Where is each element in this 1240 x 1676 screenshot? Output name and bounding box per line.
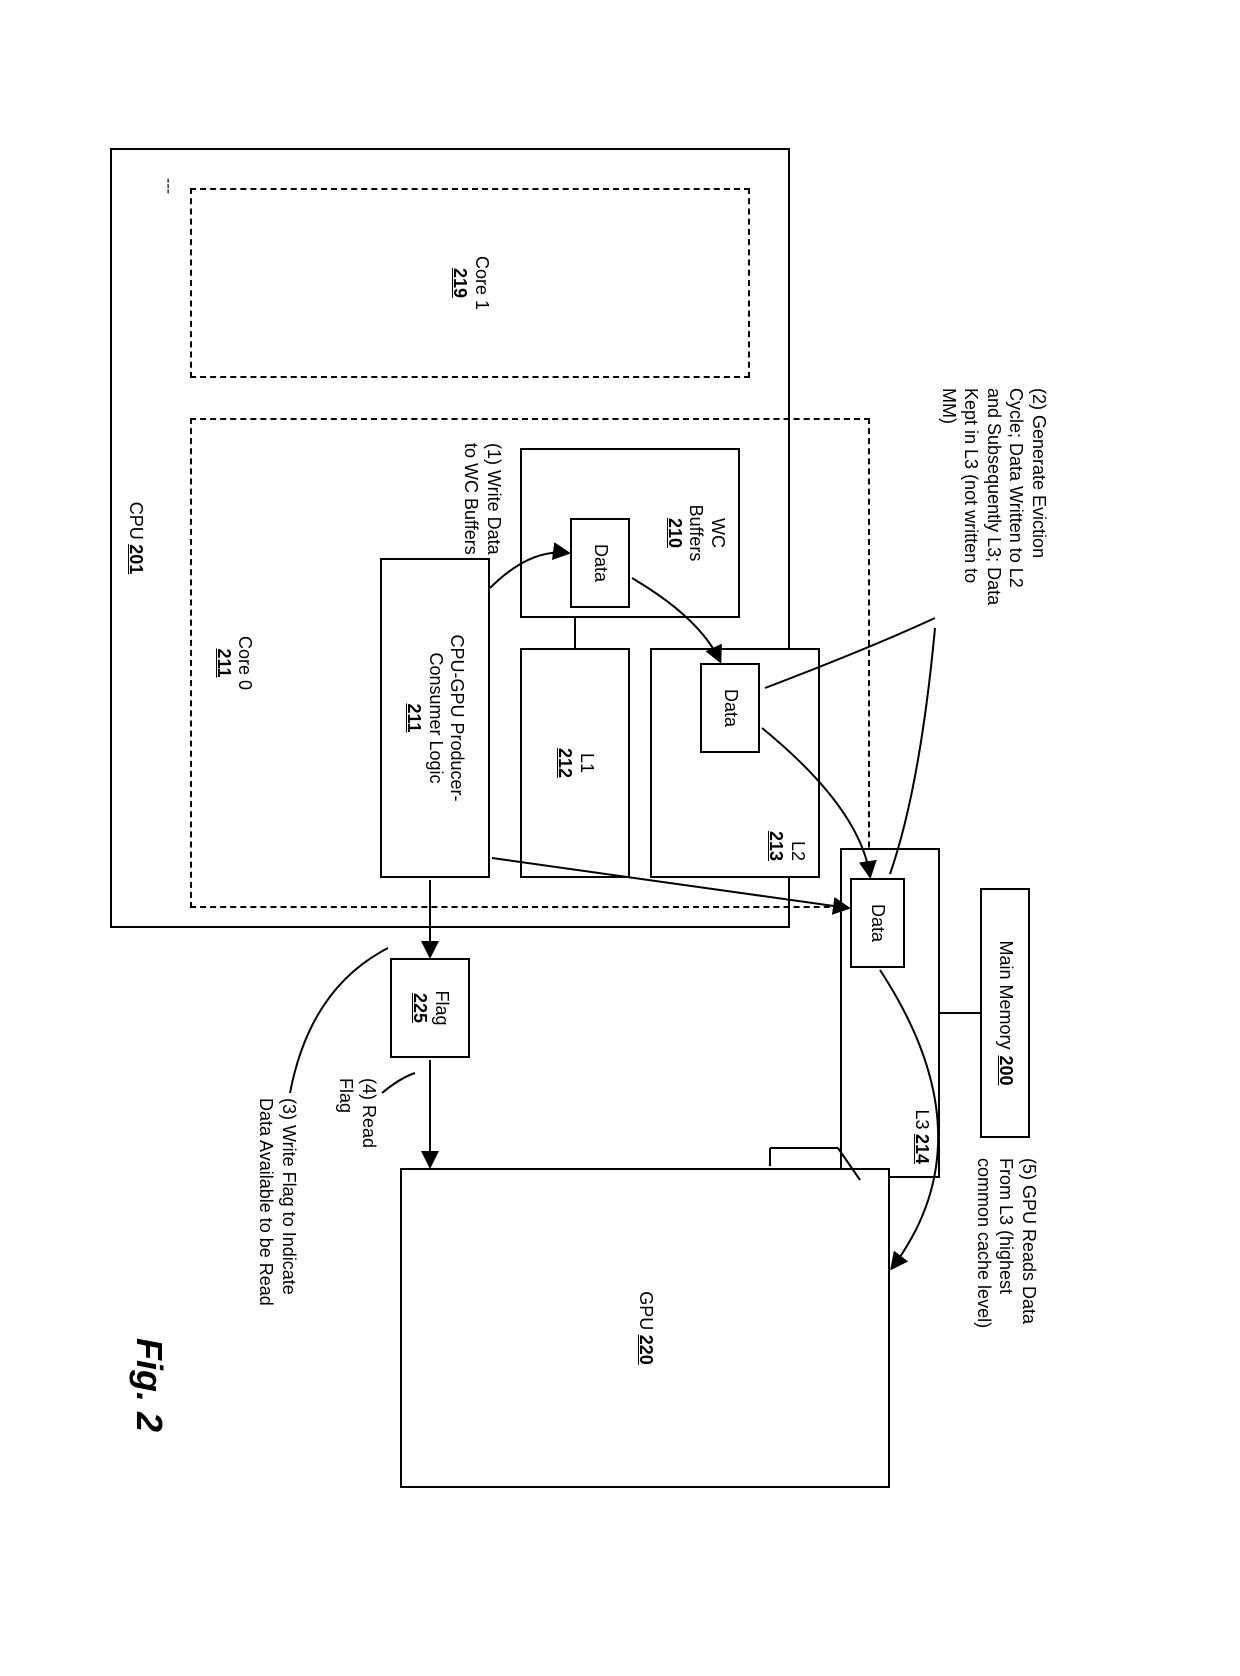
gpu-num: 220 bbox=[636, 1335, 656, 1365]
l3-num: 214 bbox=[912, 1134, 932, 1164]
step2-label: (2) Generate Eviction Cycle; Data Writte… bbox=[938, 388, 1051, 605]
l3-data-label: Data bbox=[867, 904, 889, 942]
diagram-canvas: CPU 201 Core 1 219 --- Core 0 211 WC Buf… bbox=[70, 88, 1170, 1588]
step3-label: (3) Write Flag to Indicate Data Availabl… bbox=[255, 1098, 300, 1306]
l1-num: 212 bbox=[555, 748, 575, 778]
l1-title: L1 bbox=[577, 753, 597, 773]
core-ellipsis: --- bbox=[158, 178, 178, 194]
core0-num: 211 bbox=[214, 648, 234, 677]
main-memory-block: Main Memory 200 bbox=[980, 888, 1030, 1138]
gpu-title: GPU bbox=[636, 1291, 656, 1330]
core1-title: Core 1 bbox=[472, 256, 492, 310]
l1-block: L1 212 bbox=[520, 648, 630, 878]
figure-label: Fig. 2 bbox=[128, 1338, 170, 1432]
main-memory-num: 200 bbox=[994, 1055, 1016, 1085]
logic-num: 211 bbox=[404, 703, 424, 732]
cpu-title: CPU bbox=[126, 502, 146, 540]
step1-label: (1) Write Data to WC Buffers bbox=[460, 443, 505, 555]
main-memory-title: Main Memory bbox=[994, 940, 1016, 1049]
wc-block: WC Buffers 210 bbox=[520, 448, 740, 618]
core0-title: Core 0 bbox=[235, 636, 255, 690]
l2-data-block: Data bbox=[700, 663, 760, 753]
l3-title: L3 bbox=[912, 1109, 932, 1129]
wc-data-label: Data bbox=[589, 544, 611, 582]
l2-num: 213 bbox=[766, 831, 786, 861]
flag-num: 225 bbox=[410, 993, 430, 1023]
wc-num: 210 bbox=[665, 518, 685, 548]
flag-title: Flag bbox=[432, 990, 452, 1025]
core1-block: Core 1 219 bbox=[190, 188, 750, 378]
cpu-num: 201 bbox=[126, 544, 146, 574]
wc-data-block: Data bbox=[570, 518, 630, 608]
wc-title: WC Buffers bbox=[686, 505, 728, 562]
core1-num: 219 bbox=[450, 268, 470, 298]
gpu-block: GPU 220 bbox=[400, 1168, 890, 1488]
l3-data-block: Data bbox=[850, 878, 905, 968]
l2-title: L2 bbox=[788, 841, 808, 861]
logic-block: CPU-GPU Producer- Consumer Logic 211 bbox=[380, 558, 490, 878]
flag-block: Flag 225 bbox=[390, 958, 470, 1058]
logic-title: CPU-GPU Producer- Consumer Logic bbox=[426, 634, 468, 801]
step4-label: (4) Read Flag bbox=[335, 1078, 380, 1148]
l2-data-label: Data bbox=[719, 689, 741, 727]
step5-label: (5) GPU Reads Data From L3 (highest comm… bbox=[973, 1158, 1041, 1328]
